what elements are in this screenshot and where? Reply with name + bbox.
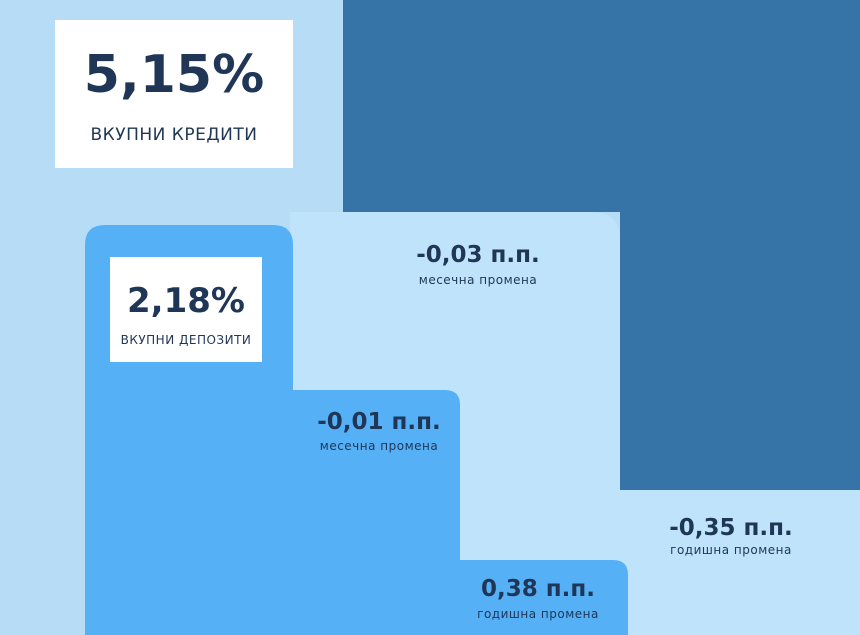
loan-box <box>55 20 293 168</box>
loan-annual-label: годишна промена <box>670 543 792 557</box>
loan-monthly-label: месечна промена <box>419 273 537 287</box>
loan-label: ВКУПНИ КРЕДИТИ <box>91 125 258 145</box>
loan-monthly-value: -0,03 п.п. <box>416 242 540 268</box>
deposit-label: ВКУПНИ ДЕПОЗИТИ <box>121 333 252 347</box>
loan-value: 5,15% <box>84 45 264 105</box>
deposit-value: 2,18% <box>127 281 245 321</box>
deposit-monthly-label: месечна промена <box>320 439 438 453</box>
deposit-monthly-value: -0,01 п.п. <box>317 409 441 435</box>
loan-annual-value: -0,35 п.п. <box>669 515 793 541</box>
deposit-annual-label: годишна промена <box>477 607 599 621</box>
deposit-box <box>110 257 262 362</box>
deposit-annual-value: 0,38 п.п. <box>481 576 595 602</box>
loan-block <box>343 0 860 490</box>
